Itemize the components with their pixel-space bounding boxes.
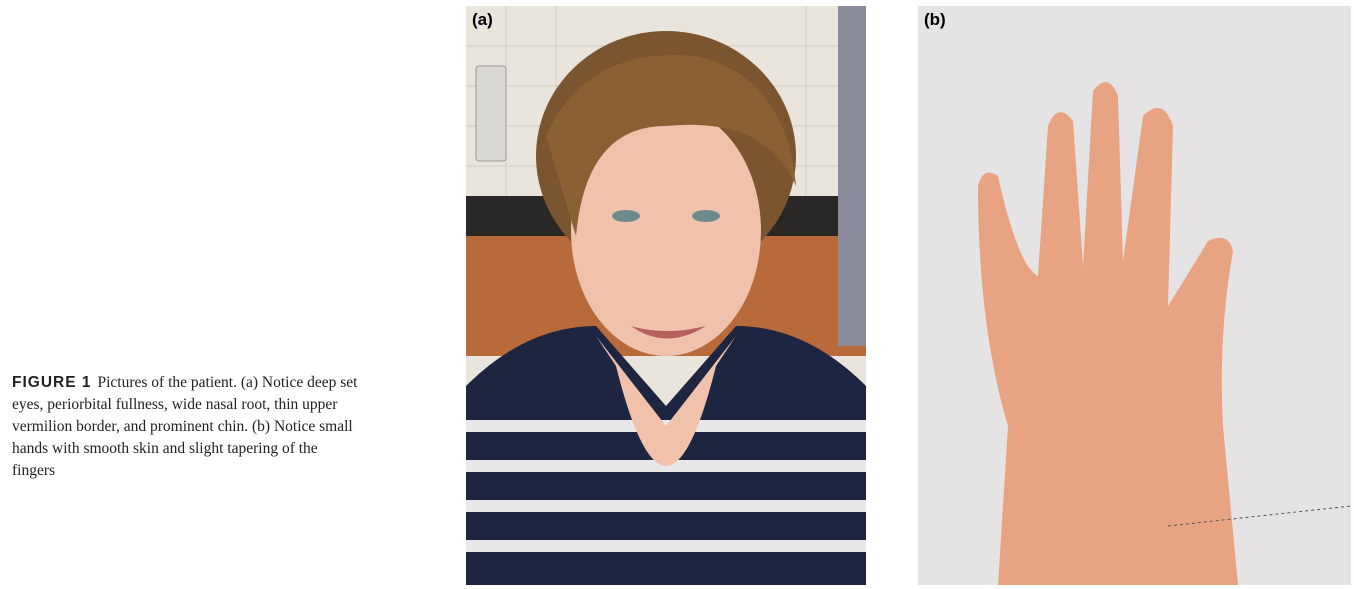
panel-a: (a) — [466, 6, 866, 585]
panel-label: (b) — [924, 10, 946, 30]
panel-b: (b) — [918, 6, 1351, 585]
photo-a — [466, 6, 866, 585]
panel-label: (a) — [472, 10, 493, 30]
photo-b — [918, 6, 1351, 585]
figure-label: FIGURE 1 — [12, 374, 91, 391]
page: FIGURE 1Pictures of the patient. (a) Not… — [0, 0, 1354, 589]
